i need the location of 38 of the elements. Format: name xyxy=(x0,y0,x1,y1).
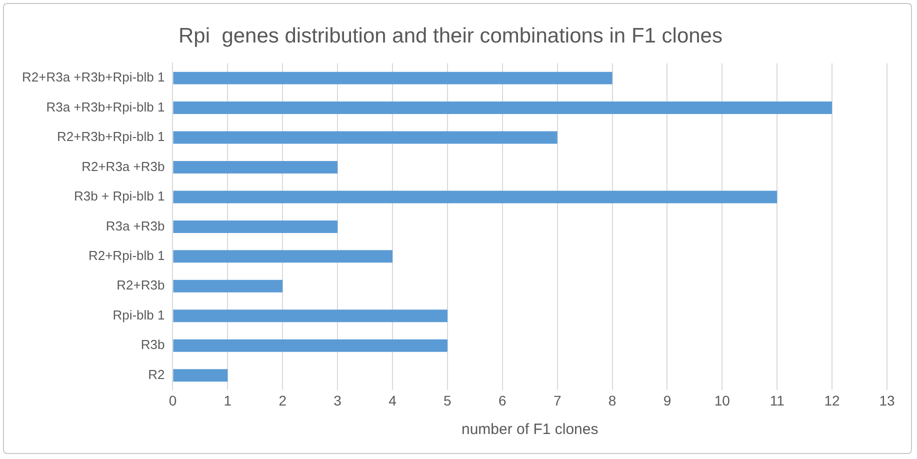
bar xyxy=(173,220,338,233)
x-tick-label: 4 xyxy=(388,392,397,408)
y-tick-label: R3a +R3b+Rpi-blb 1 xyxy=(46,99,165,114)
x-tick-label: 8 xyxy=(608,392,616,408)
bar xyxy=(173,102,832,114)
x-tick-label: 10 xyxy=(714,392,730,408)
x-tick-label: 13 xyxy=(879,392,895,408)
bar xyxy=(173,310,448,322)
x-tick-label: 6 xyxy=(498,392,506,408)
x-tick-label: 5 xyxy=(444,392,452,408)
bar xyxy=(173,339,448,352)
y-tick-label: R2+Rpi-blb 1 xyxy=(88,248,165,264)
y-tick-label: R2+R3a +R3b xyxy=(82,158,165,174)
bar xyxy=(173,190,778,204)
bar xyxy=(173,369,228,382)
x-axis-title: number of F1 clones xyxy=(461,421,598,438)
x-tick-label: 2 xyxy=(278,392,287,408)
y-tick-label: R3b xyxy=(140,337,165,352)
y-tick-label: R2+R3b xyxy=(116,278,165,293)
x-tick-label: 0 xyxy=(168,392,177,408)
x-tick-label: 3 xyxy=(334,392,342,408)
y-tick-label: R2 xyxy=(148,366,165,382)
bar xyxy=(173,131,558,144)
x-tick-label: 1 xyxy=(224,392,232,408)
bar xyxy=(173,280,283,292)
x-tick-label: 12 xyxy=(824,392,840,408)
x-tick-label: 11 xyxy=(770,392,785,408)
x-tick-label: 7 xyxy=(553,392,562,408)
x-tick-label: 9 xyxy=(663,392,672,408)
y-tick-label: R2+R3a +R3b+Rpi-blb 1 xyxy=(22,70,165,85)
bar xyxy=(173,72,612,84)
chart-title: Rpi genes distribution and their combinations in F1 clones xyxy=(178,24,722,48)
bar xyxy=(173,161,338,174)
y-tick-label: R2+R3b+Rpi-blb 1 xyxy=(57,129,165,144)
y-tick-label: R3a +R3b xyxy=(106,218,165,234)
bar xyxy=(173,250,393,263)
y-tick-label: R3b + Rpi-blb 1 xyxy=(74,188,165,204)
y-tick-label: Rpi-blb 1 xyxy=(112,307,165,322)
